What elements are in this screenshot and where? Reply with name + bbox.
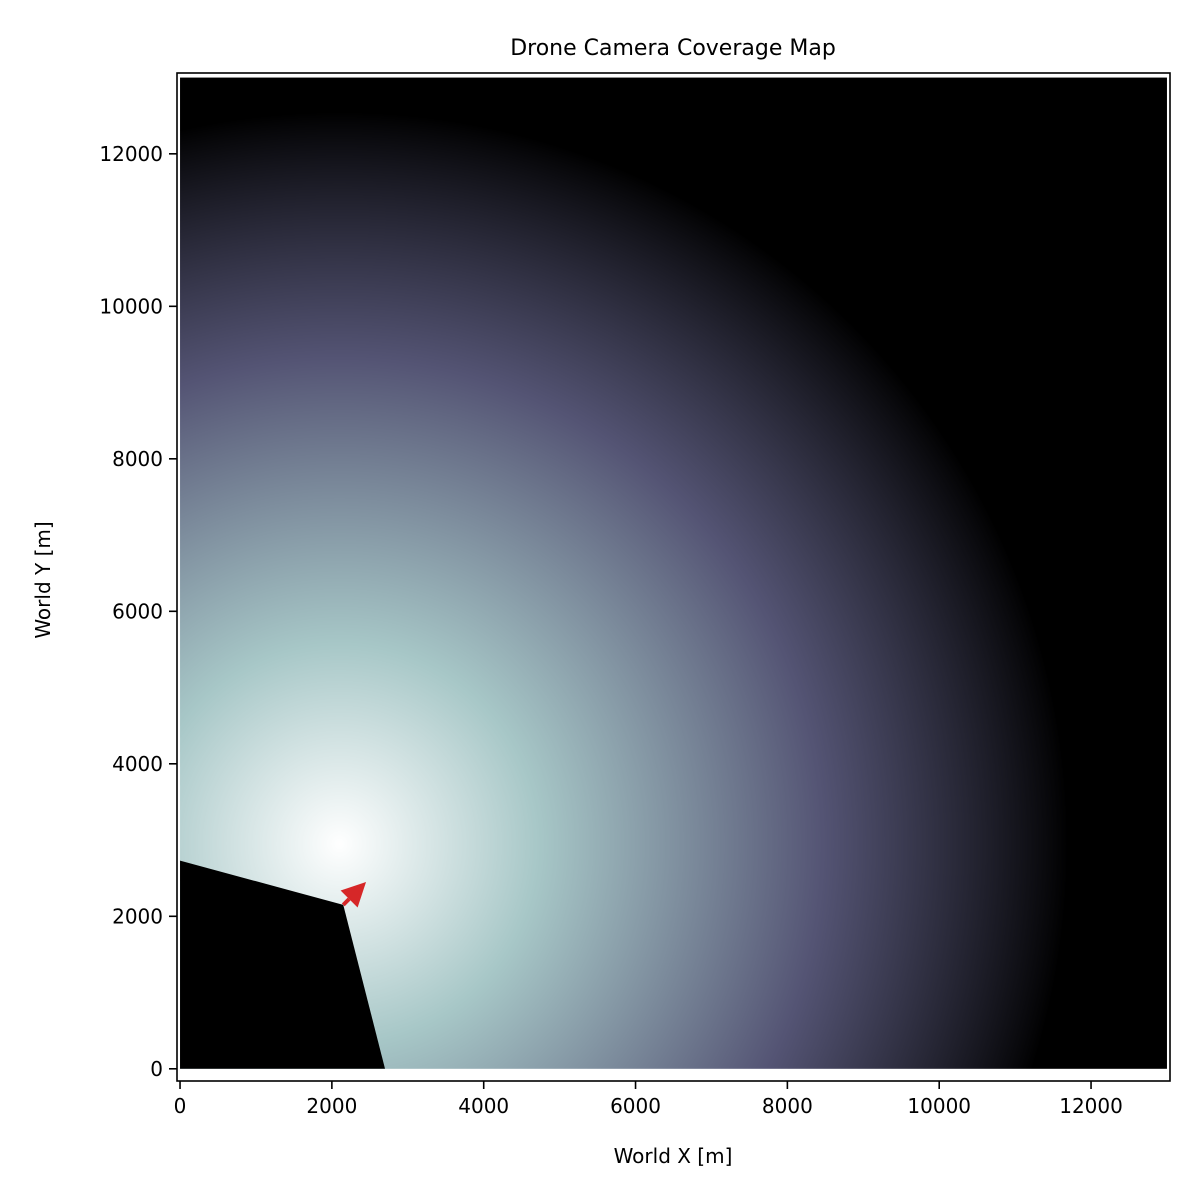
x-tick-label: 8000 — [762, 1094, 813, 1118]
y-tick-label: 2000 — [112, 904, 163, 928]
plot-area — [180, 77, 1167, 1069]
y-tick-label: 6000 — [112, 599, 163, 623]
x-tick-label: 4000 — [458, 1094, 509, 1118]
x-tick-label: 6000 — [610, 1094, 661, 1118]
drone-heading-arrow-head — [340, 881, 367, 908]
y-axis-label: World Y [m] — [31, 521, 55, 638]
x-tick-label: 10000 — [907, 1094, 971, 1118]
chart-title: Drone Camera Coverage Map — [510, 36, 836, 61]
y-tick-label: 0 — [150, 1057, 163, 1081]
y-tick-label: 8000 — [112, 447, 163, 471]
x-tick-label: 0 — [174, 1094, 187, 1118]
plot-frame — [176, 72, 1171, 1082]
y-tick-label: 12000 — [99, 142, 163, 166]
blind-zone-polygon — [180, 860, 386, 1069]
x-tick-label: 12000 — [1059, 1094, 1123, 1118]
y-tick-label: 10000 — [99, 294, 163, 318]
x-axis-ticks: 0 2000 4000 6000 8000 10000 12000 — [174, 1081, 1123, 1118]
x-axis-label: World X [m] — [614, 1144, 733, 1168]
y-axis-ticks: 0 2000 4000 6000 8000 10000 12000 — [99, 142, 177, 1081]
y-tick-label: 4000 — [112, 752, 163, 776]
drone-heading-arrow-shaft — [341, 897, 351, 907]
x-tick-label: 2000 — [306, 1094, 357, 1118]
